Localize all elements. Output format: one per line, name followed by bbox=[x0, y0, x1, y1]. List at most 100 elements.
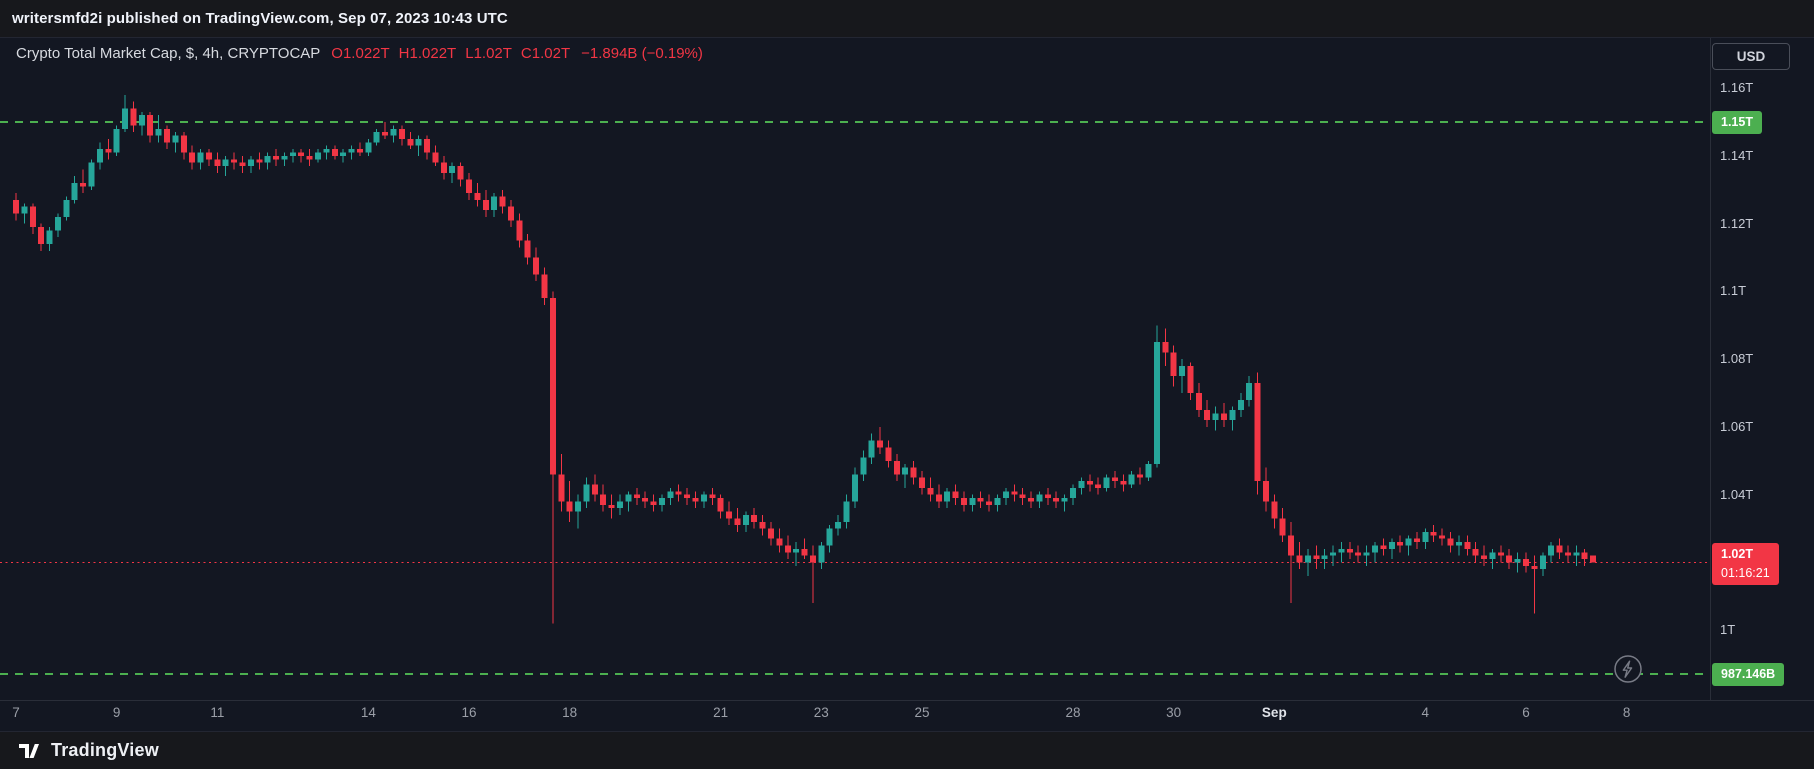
candle-body bbox=[180, 135, 187, 153]
candle-body bbox=[818, 545, 825, 563]
candle-body bbox=[424, 138, 431, 153]
candle-body bbox=[306, 155, 313, 160]
candle-body bbox=[1371, 545, 1378, 553]
candle-body bbox=[709, 494, 716, 499]
high-value: H1.022T bbox=[398, 45, 457, 62]
time-tick-label: 30 bbox=[1166, 705, 1182, 720]
candle-body bbox=[1162, 342, 1169, 353]
price-tick-label: 1.04T bbox=[1720, 486, 1754, 502]
price-tick-label: 1.1T bbox=[1720, 283, 1747, 299]
candle-body bbox=[742, 515, 749, 526]
candle-body bbox=[684, 494, 691, 499]
candle-body bbox=[843, 501, 850, 522]
time-tick-label: 28 bbox=[1065, 705, 1081, 720]
candle-body bbox=[717, 498, 724, 512]
time-tick-label: 6 bbox=[1522, 705, 1530, 720]
candle-body bbox=[29, 206, 36, 228]
time-tick-label: 8 bbox=[1622, 705, 1631, 720]
candle-body bbox=[1455, 542, 1462, 546]
last-price-badge[interactable]: 1.02T 01:16:21 bbox=[1712, 543, 1779, 585]
candle-body bbox=[1447, 538, 1454, 546]
candle-body bbox=[390, 128, 397, 136]
candle-body bbox=[558, 474, 565, 502]
candle-body bbox=[474, 193, 481, 200]
candle-body bbox=[751, 515, 758, 522]
candle-body bbox=[1095, 484, 1102, 488]
candle-body bbox=[222, 159, 229, 167]
candle-body bbox=[1204, 409, 1211, 421]
candle-body bbox=[826, 528, 833, 546]
candle-body bbox=[1581, 552, 1588, 560]
candle-body bbox=[692, 498, 699, 502]
candle-body bbox=[46, 230, 53, 244]
candle-body bbox=[38, 227, 45, 244]
candle-body bbox=[801, 548, 808, 556]
candle-body bbox=[541, 274, 548, 299]
candle-body bbox=[147, 115, 154, 136]
candle-body bbox=[1330, 552, 1337, 556]
candle-body bbox=[373, 132, 380, 143]
candle-body bbox=[1564, 552, 1571, 556]
candle-body bbox=[482, 199, 489, 211]
time-tick-label: 7 bbox=[12, 705, 20, 720]
candle-body bbox=[1262, 481, 1269, 502]
candle-body bbox=[650, 501, 657, 505]
candle-body bbox=[356, 149, 363, 153]
candle-body bbox=[239, 162, 246, 167]
candle-body bbox=[1028, 498, 1035, 502]
candle-body bbox=[1573, 552, 1580, 556]
candle-body bbox=[918, 477, 925, 488]
symbol-title[interactable]: Crypto Total Market Cap, $, 4h, CRYPTOCA… bbox=[16, 45, 321, 62]
candle-body bbox=[1464, 542, 1471, 549]
candle-body bbox=[986, 501, 993, 505]
candle-body bbox=[1539, 555, 1546, 570]
time-tick-label: 9 bbox=[112, 705, 121, 720]
candle-body bbox=[1321, 555, 1328, 560]
tradingview-wordmark: TradingView bbox=[51, 740, 159, 760]
candle-body bbox=[172, 135, 179, 143]
alert-line-price-badge[interactable]: 1.15T bbox=[1712, 111, 1762, 134]
open-value: O1.022T bbox=[331, 45, 390, 62]
candle-body bbox=[1103, 477, 1110, 488]
tradingview-logo[interactable] bbox=[16, 740, 42, 762]
candle-body bbox=[1229, 409, 1236, 421]
candle-body bbox=[893, 460, 900, 475]
candle-body bbox=[910, 467, 917, 478]
candle-body bbox=[331, 149, 338, 156]
candle-body bbox=[776, 538, 783, 546]
candle-body bbox=[491, 196, 498, 211]
time-tick-label: 11 bbox=[210, 705, 225, 720]
candle-body bbox=[1036, 494, 1043, 502]
candle-body bbox=[96, 149, 103, 163]
candle-body bbox=[524, 240, 531, 258]
change-value: −1.894B (−0.19%) bbox=[581, 45, 703, 62]
candle-body bbox=[793, 548, 800, 553]
candle-body bbox=[1304, 555, 1311, 563]
candle-body bbox=[969, 498, 976, 505]
candle-body bbox=[1212, 413, 1219, 421]
last-price-label: 1.02T bbox=[1721, 547, 1753, 562]
candle-body bbox=[256, 159, 263, 163]
candle-body bbox=[1153, 342, 1160, 465]
currency-toggle-button[interactable]: USD bbox=[1712, 43, 1790, 70]
candle-body bbox=[700, 494, 707, 502]
price-tick-label: 1.08T bbox=[1720, 351, 1754, 367]
candle-body bbox=[658, 498, 665, 505]
candle-body bbox=[533, 257, 540, 275]
candle-body bbox=[13, 199, 19, 214]
time-tick-label: 16 bbox=[461, 705, 477, 720]
candle-body bbox=[608, 504, 615, 509]
candle-body bbox=[1548, 545, 1555, 556]
instant-trading-button[interactable] bbox=[1613, 654, 1643, 684]
candle-body bbox=[21, 206, 28, 214]
candle-body bbox=[575, 501, 582, 512]
time-tick-label: 23 bbox=[813, 705, 829, 720]
candle-body bbox=[382, 132, 389, 136]
candle-body bbox=[163, 128, 170, 143]
candle-body bbox=[1522, 559, 1529, 566]
candle-body bbox=[247, 159, 254, 167]
alert-line-price-badge[interactable]: 987.146B bbox=[1712, 662, 1785, 686]
candle-body bbox=[440, 162, 447, 173]
